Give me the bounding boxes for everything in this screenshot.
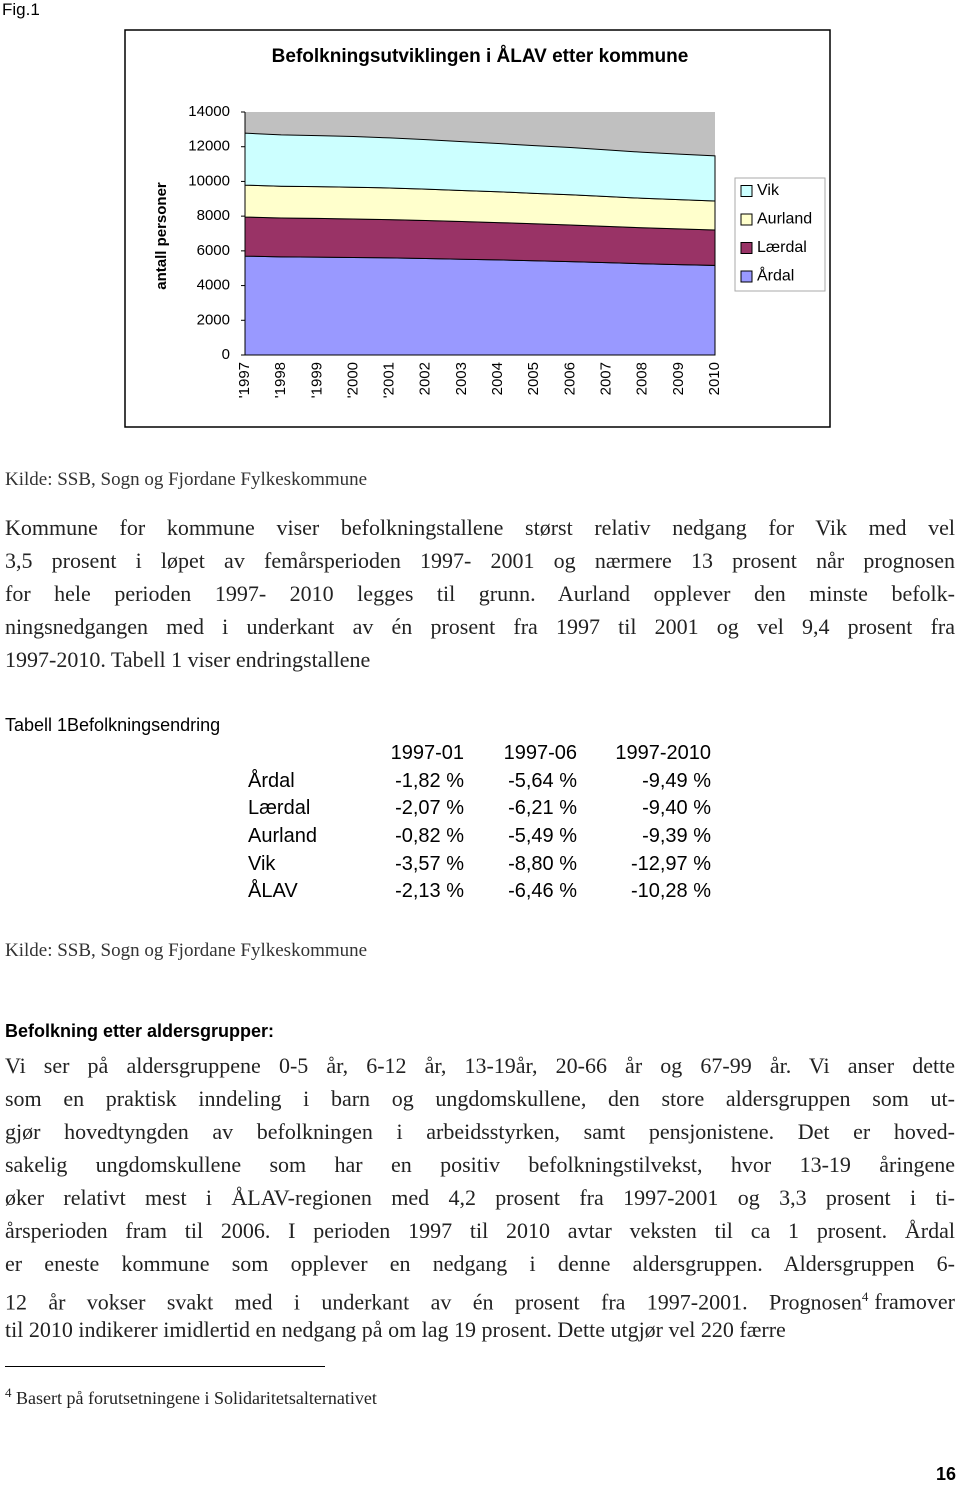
x-tick-label: 2009 — [670, 362, 687, 395]
table-row: Vik -3,57 % -8,80 % -12,97 % — [248, 850, 711, 878]
header-cell: 1997-01 — [390, 742, 464, 765]
x-tick-label: 2005 — [525, 362, 542, 395]
legend-label: Årdal — [757, 266, 794, 285]
footnote-ref: 4 — [861, 1289, 869, 1304]
value-cell: -6,46 % — [508, 880, 577, 903]
y-tick-label: 12000 — [188, 138, 230, 155]
x-tick-label: 2004 — [489, 362, 506, 395]
y-tick-label: 10000 — [188, 172, 230, 189]
text-line: øker relativt mest i ÅLAV-regionen med 4… — [5, 1185, 955, 1210]
table: 1997-01 1997-06 1997-2010 Årdal -1,82 % -5,64… — [248, 740, 711, 906]
text-line: 3,5 prosent i løpet av femårsperioden 19… — [5, 548, 955, 573]
x-tick-label: 2006 — [561, 362, 578, 395]
x-tick-label: 2010 — [706, 362, 723, 395]
row-label: ÅLAV — [248, 880, 298, 903]
text: 12 år vokser svakt med i underkant av én… — [5, 1289, 862, 1315]
x-tick-label: '2000 — [344, 362, 361, 398]
text-line: sakelig ungdomskullene som har en positi… — [5, 1152, 955, 1177]
chart: Befolkningsutviklingen i ÅLAV etter komm… — [124, 29, 831, 428]
header-cell: 1997-06 — [503, 742, 577, 765]
paragraph: Kommune for kommune viser befolkningstal… — [5, 511, 955, 676]
page-number: 16 — [935, 1464, 956, 1484]
source: Kilde: SSB, Sogn og Fjordane Fylkeskommu… — [5, 469, 368, 490]
y-tick-label: 8000 — [197, 207, 230, 224]
table-row: Aurland -0,82 % -5,49 % -9,39 % — [248, 823, 711, 851]
table-title: Tabell 1Befolkningsendring — [5, 715, 221, 735]
text-line: årsperioden fram til 2006. I perioden 19… — [5, 1218, 955, 1243]
fig-label: Fig.1 — [2, 0, 40, 19]
value-cell: -9,40 % — [642, 797, 711, 820]
value-cell: -2,07 % — [395, 797, 464, 820]
value-cell: -6,21 % — [508, 797, 577, 820]
table-row: Lærdal -2,07 % -6,21 % -9,40 % — [248, 795, 711, 823]
legend-label: Lærdal — [757, 239, 807, 256]
header-cell: 1997-2010 — [615, 742, 711, 765]
x-tick-label: 2007 — [598, 362, 615, 395]
footnote: 4 Basert på forutsetningene i Solidarite… — [5, 1385, 377, 1409]
legend-swatch — [740, 270, 753, 283]
footnote-text: Basert på forutsetningene i Solidaritets… — [16, 1388, 377, 1408]
value-cell: -12,97 % — [630, 852, 711, 875]
table-row: ÅLAV -2,13 % -6,46 % -10,28 % — [248, 878, 711, 906]
value-cell: -5,64 % — [508, 769, 577, 792]
paragraph: Vi ser på aldersgruppene 0-5 år, 6-12 år… — [5, 1049, 955, 1346]
y-tick-label: 14000 — [188, 103, 230, 120]
value-cell: -9,39 % — [642, 825, 711, 848]
text-line: ningsnedgangen med i underkant av én pro… — [5, 614, 955, 639]
text-line: som en praktisk inndeling i barn og ungd… — [5, 1086, 955, 1111]
y-tick-label: 4000 — [197, 277, 230, 294]
value-cell: -8,80 % — [508, 852, 577, 875]
row-label: Lærdal — [248, 797, 311, 820]
x-tick-label: 2003 — [453, 362, 470, 395]
x-tick-label: '1998 — [272, 362, 289, 398]
table-row: Årdal -1,82 % -5,64 % -9,49 % — [248, 768, 711, 796]
text-line: gjør hovedtyngden av befolkningen i arbe… — [5, 1119, 955, 1144]
text-line: for hele perioden 1997- 2010 legges til … — [5, 581, 955, 606]
legend-label: Aurland — [757, 211, 812, 228]
value-cell: -3,57 % — [395, 852, 464, 875]
text-line: Kommune for kommune viser befolkningstal… — [5, 515, 955, 540]
value-cell: -5,49 % — [508, 825, 577, 848]
value-cell: -0,82 % — [395, 825, 464, 848]
text-line: 12 år vokser svakt med i underkant av én… — [5, 1280, 955, 1315]
legend-swatch — [740, 185, 753, 197]
footnote-rule — [5, 1366, 325, 1367]
table-header: 1997-01 1997-06 1997-2010 — [248, 740, 711, 768]
row-label: Årdal — [248, 769, 295, 792]
text: framover — [874, 1289, 955, 1315]
text-line: er eneste kommune som opplever en nedgan… — [5, 1251, 955, 1276]
legend-swatch — [740, 242, 753, 254]
footnote-mark: 4 — [5, 1385, 12, 1400]
x-tick-label: '1997 — [236, 362, 253, 398]
y-axis-label: antall personer — [153, 182, 170, 290]
x-tick-label: 2002 — [417, 362, 434, 395]
legend-label: Vik — [757, 182, 780, 199]
x-tick-label: '1999 — [308, 362, 325, 398]
y-tick-label: 0 — [222, 346, 230, 363]
area — [244, 255, 716, 356]
x-tick-label: '2001 — [381, 362, 398, 398]
text-line: 1997-2010. Tabell 1 viser endringstallen… — [5, 647, 371, 672]
x-tick-label: 2008 — [634, 362, 651, 395]
y-tick-label: 6000 — [197, 242, 230, 259]
value-cell: -10,28 % — [630, 880, 711, 903]
heading: Befolkning etter aldersgrupper: — [5, 1021, 275, 1041]
row-label: Vik — [248, 852, 276, 875]
value-cell: -9,49 % — [642, 769, 711, 792]
area — [244, 132, 716, 202]
chart-title: Befolkningsutviklingen i ÅLAV etter komm… — [272, 46, 689, 67]
value-cell: -1,82 % — [395, 769, 464, 792]
y-tick-label: 2000 — [197, 311, 230, 328]
cell — [248, 740, 388, 768]
text-line: Vi ser på aldersgruppene 0-5 år, 6-12 år… — [5, 1053, 955, 1078]
text-line: til 2010 indikerer imidlertid en nedgang… — [5, 1317, 786, 1342]
legend-swatch — [740, 213, 753, 226]
source: Kilde: SSB, Sogn og Fjordane Fylkeskommu… — [5, 940, 368, 961]
row-label: Aurland — [248, 825, 317, 848]
value-cell: -2,13 % — [395, 880, 464, 903]
